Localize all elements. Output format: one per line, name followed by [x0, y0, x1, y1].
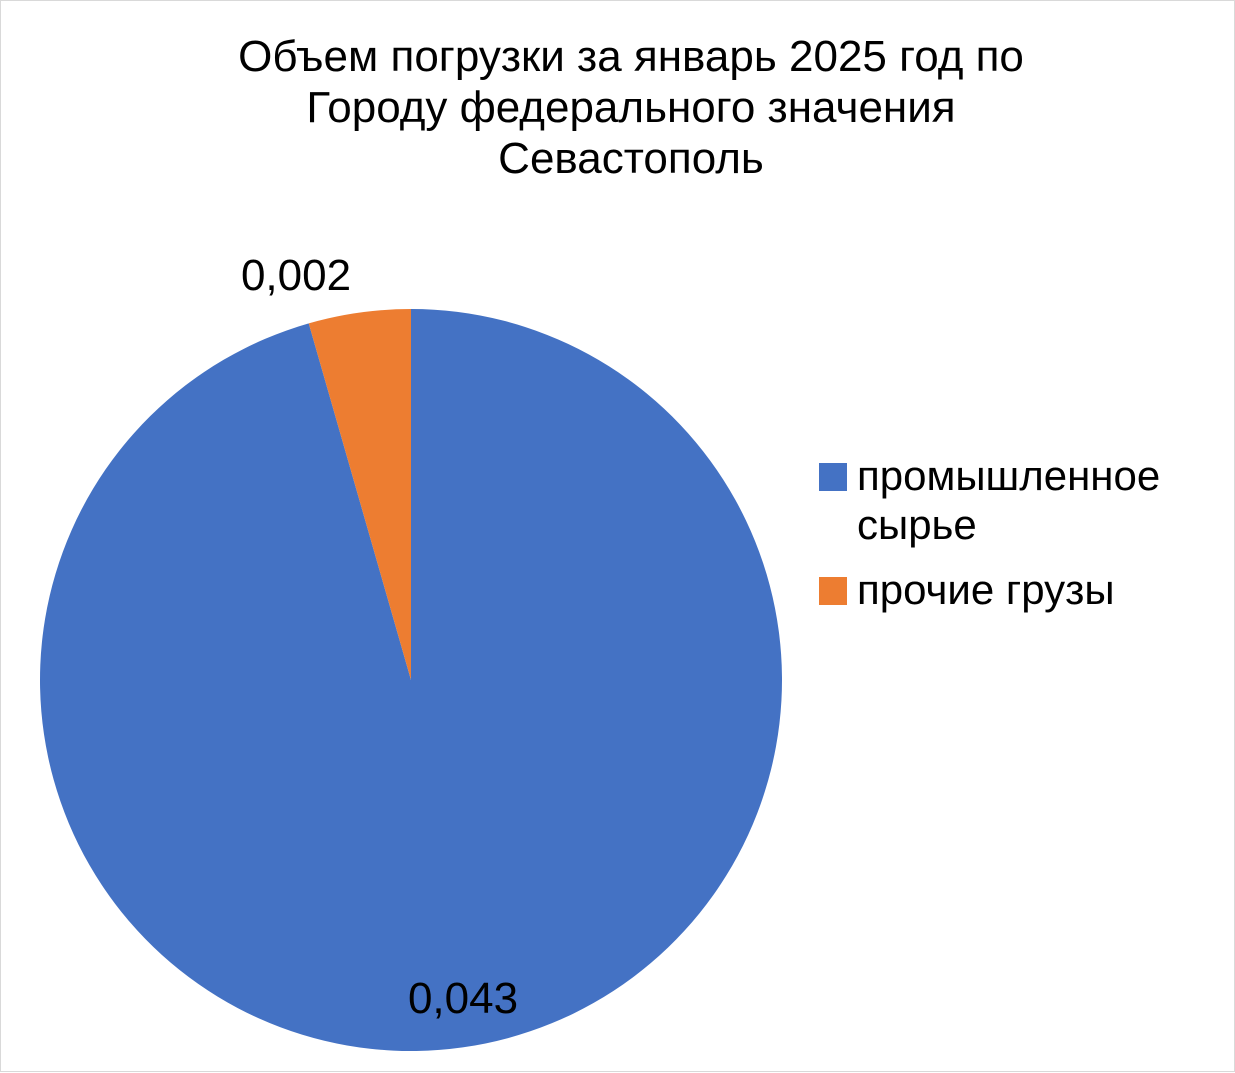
legend-swatch-industrial: [819, 463, 847, 491]
pie-slice-industrial: [40, 309, 783, 1051]
legend-item-other: прочие грузы: [819, 565, 1219, 614]
legend-swatch-other: [819, 577, 847, 605]
data-label-industrial: 0,043: [408, 974, 518, 1023]
legend-label-other: прочие грузы: [857, 566, 1115, 613]
chart-legend: промышленное сырье прочие грузы: [819, 451, 1219, 630]
data-label-other: 0,002: [241, 251, 351, 300]
legend-item-industrial: промышленное сырье: [819, 451, 1219, 549]
legend-label-industrial: промышленное сырье: [857, 452, 1161, 548]
chart-title: Объем погрузки за январь 2025 год по Гор…: [238, 32, 1024, 183]
pie-slice-other: [308, 309, 411, 680]
